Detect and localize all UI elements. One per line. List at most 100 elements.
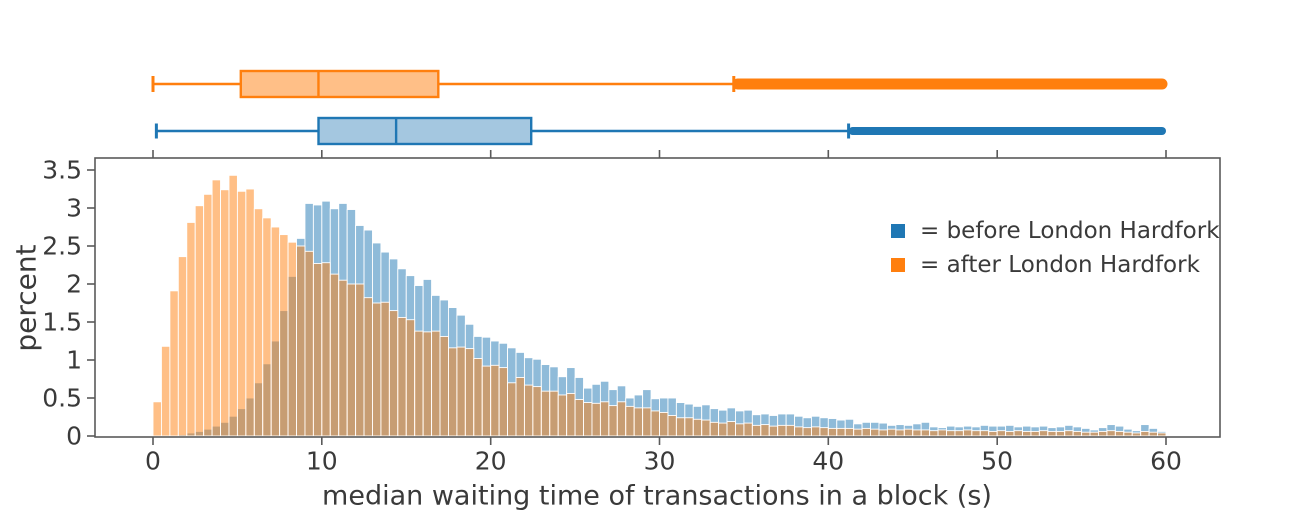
histogram-bar (574, 399, 584, 437)
histogram-bar (692, 418, 703, 437)
histogram-bar (152, 401, 162, 437)
histogram-bar (1081, 431, 1091, 437)
histogram-bar (675, 417, 686, 437)
histogram-bar (1005, 430, 1015, 437)
histogram-bar (329, 273, 340, 437)
histogram-bar (1106, 430, 1116, 437)
histogram-bar (296, 245, 306, 437)
histogram-bar (591, 402, 601, 437)
histogram-bar (228, 174, 238, 437)
histogram-bar (549, 390, 559, 437)
histogram-bar (650, 410, 660, 437)
legend: = before London Hardfork = after London … (891, 218, 1220, 278)
legend-item-after: = after London Hardfork (891, 252, 1220, 278)
histogram-bar (439, 335, 449, 437)
histogram-bar (380, 301, 390, 437)
plot-border (94, 157, 1221, 438)
histogram-bar (1038, 430, 1049, 437)
histogram-bar (743, 422, 753, 437)
box (239, 69, 440, 99)
histogram-bar (870, 428, 880, 437)
x-tick-label: 50 (981, 446, 1013, 475)
histogram-bar (760, 424, 770, 437)
histogram-bar (667, 415, 677, 437)
histogram-bar (709, 421, 720, 437)
histogram-bar (540, 390, 551, 437)
histogram-bar (355, 283, 365, 437)
histogram-bar (169, 290, 179, 437)
y-tick-label: 0.5 (42, 384, 82, 413)
x-tick-label: 10 (306, 446, 338, 475)
histogram-bar (1114, 430, 1125, 437)
histogram-bar (473, 358, 483, 437)
histogram-bar (726, 421, 736, 437)
histogram-bar (1123, 431, 1133, 437)
histogram-bar (1072, 430, 1083, 437)
histogram-bar (372, 302, 382, 437)
x-tick-label: 60 (1150, 446, 1182, 475)
y-tick-label: 1 (66, 346, 82, 375)
histogram-bar (490, 364, 500, 437)
x-axis-label: median waiting time of transactions in a… (322, 480, 992, 512)
histogram-bar (785, 424, 796, 437)
histogram-bar (895, 429, 905, 437)
histogram-bar (642, 407, 652, 437)
histogram-bar (1148, 431, 1158, 437)
histogram-bar (481, 365, 492, 437)
histogram-bar (279, 234, 289, 437)
boxplot-after (151, 69, 1168, 99)
histogram-bar (287, 241, 297, 437)
histogram-bar (988, 430, 998, 437)
histogram-bar (1157, 432, 1167, 437)
histogram-bar (346, 283, 357, 437)
boxplot-before (154, 116, 1166, 146)
histogram-bar (979, 430, 990, 437)
histogram-bar (599, 401, 610, 437)
histogram-bar (659, 411, 669, 437)
histogram-bar (321, 262, 331, 437)
y-tick-label: 2 (66, 270, 82, 299)
histogram-bar (186, 221, 196, 437)
histogram-bar (1064, 430, 1074, 437)
histogram-bar (245, 188, 255, 437)
histogram-bar (633, 407, 644, 437)
histogram-bar (962, 429, 973, 437)
histogram-bar (701, 419, 711, 437)
histogram-bar (802, 427, 812, 437)
histogram-bar (194, 205, 205, 437)
histogram-bar (262, 217, 272, 437)
histogram-bar (566, 392, 576, 437)
histogram-bar (515, 377, 525, 437)
histogram-bar (507, 382, 517, 437)
histogram-bar (735, 423, 745, 437)
histogram-bar (819, 427, 829, 437)
histogram-bar (498, 367, 508, 437)
box (317, 116, 533, 146)
histogram-bar (996, 430, 1007, 437)
histogram-bar (886, 428, 897, 437)
histogram-bar (1089, 431, 1099, 437)
histogram-bar (751, 424, 762, 437)
histogram-bar (211, 179, 221, 437)
histogram-bar (422, 331, 433, 437)
histogram-bar (794, 426, 804, 437)
histogram-bar (616, 401, 627, 437)
histogram-bar (203, 193, 213, 437)
y-tick-label: 3.5 (42, 156, 82, 185)
histogram-bar (1030, 430, 1040, 437)
x-tick-label: 0 (145, 446, 161, 475)
histogram-bar (827, 427, 838, 437)
histogram-bar (1013, 430, 1023, 437)
histogram-bar (363, 297, 373, 437)
after-series-swatch (891, 258, 905, 272)
y-axis-label: percent (9, 244, 43, 352)
histogram-bar (1098, 430, 1108, 437)
histogram-bar (768, 425, 779, 437)
histogram-bar (523, 384, 534, 437)
histogram-bar (270, 226, 281, 437)
histogram-bar (1055, 430, 1066, 437)
histogram-bar (312, 263, 323, 437)
histogram-bar (718, 422, 728, 437)
